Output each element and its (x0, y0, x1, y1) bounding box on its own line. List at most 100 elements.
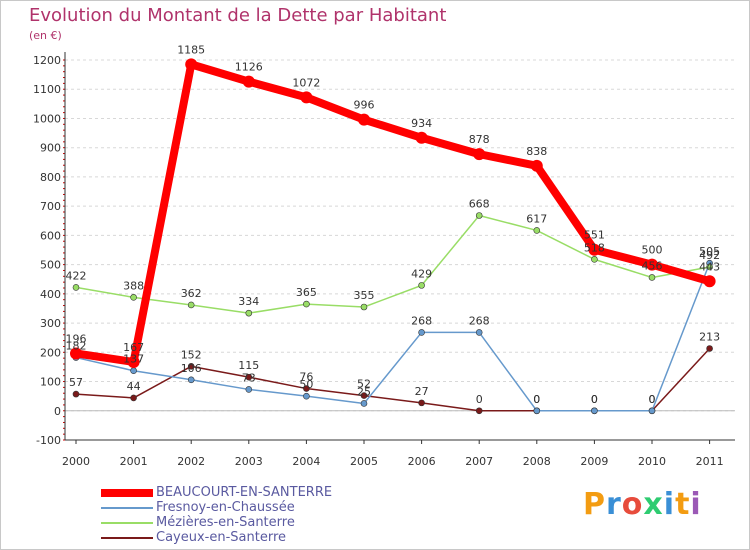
y-tick-label: 900 (40, 142, 61, 155)
y-tick-label: 100 (40, 376, 61, 389)
data-label-0: 878 (469, 133, 490, 146)
data-label-1: 137 (123, 353, 144, 366)
y-tick-label: 400 (40, 288, 61, 301)
data-label-2: 518 (584, 241, 605, 254)
series-point-0 (185, 58, 198, 71)
series-point-3 (130, 394, 137, 402)
legend-label: Cayeux-en-Santerre (156, 530, 287, 545)
data-label-1: 505 (699, 245, 720, 258)
data-label-2: 429 (411, 267, 432, 280)
series-point-0 (588, 243, 601, 256)
series-point-2 (533, 227, 541, 234)
data-label-3: 27 (415, 385, 429, 398)
data-label-1: 268 (469, 314, 490, 327)
series-point-0 (703, 275, 716, 288)
data-label-3: 57 (69, 376, 83, 389)
data-label-0: 934 (411, 117, 432, 130)
data-label-0: 1072 (292, 76, 320, 89)
data-label-3: 213 (699, 331, 720, 344)
legend-item: Cayeux-en-Santerre (101, 530, 421, 545)
data-label-0: 167 (123, 341, 144, 354)
unit-label: (en €) (29, 29, 62, 42)
series-point-0 (127, 355, 140, 368)
data-label-2: 668 (469, 198, 490, 211)
legend-swatch (101, 536, 153, 539)
chart-title: Evolution du Montant de la Dette par Hab… (29, 5, 447, 26)
series-point-0 (242, 75, 255, 88)
data-label-2: 362 (181, 287, 202, 300)
data-label-1: 106 (181, 362, 202, 375)
data-label-0: 838 (526, 145, 547, 158)
series-point-0 (358, 113, 370, 126)
data-label-2: 334 (238, 295, 259, 308)
series-line-0 (72, 60, 714, 366)
series-point-1 (475, 329, 483, 336)
logo-letter: o (621, 487, 644, 522)
y-tick-label: 700 (40, 200, 61, 213)
data-label-1: 0 (533, 393, 540, 406)
data-label-2: 492 (699, 249, 720, 262)
y-tick-label: -100 (36, 434, 61, 447)
data-label-3: 76 (299, 371, 313, 384)
series-point-2 (360, 303, 368, 311)
data-label-1: 268 (411, 314, 432, 327)
x-tick-label: 2010 (638, 455, 666, 468)
x-tick-label: 2011 (696, 455, 724, 468)
series-point-3 (72, 390, 80, 398)
series-point-1 (418, 329, 425, 336)
data-label-0: 551 (584, 229, 605, 242)
data-label-3: 0 (476, 393, 483, 406)
series-point-1 (648, 407, 656, 415)
series-point-3 (187, 363, 195, 370)
y-tick-label: 600 (40, 229, 61, 242)
data-label-0: 1185 (177, 43, 205, 56)
series-point-2 (706, 263, 713, 271)
x-tick-label: 2002 (177, 455, 205, 468)
data-label-0: 500 (642, 244, 663, 257)
y-tick-label: 300 (40, 317, 61, 330)
data-label-2: 617 (526, 212, 547, 225)
y-tick-label: 500 (40, 259, 61, 272)
data-label-2: 355 (354, 289, 375, 302)
series-point-0 (646, 258, 658, 271)
y-tick-label: 1100 (33, 83, 61, 96)
x-tick-label: 2003 (235, 455, 263, 468)
x-tick-label: 2006 (408, 455, 436, 468)
series-point-0 (530, 159, 543, 172)
plot-area (65, 52, 735, 440)
data-label-2: 422 (66, 269, 87, 282)
logo-letter: i (663, 487, 676, 522)
data-label-2: 388 (123, 279, 144, 292)
data-label-1: 182 (66, 340, 87, 353)
y-tick-label: 800 (40, 171, 61, 184)
y-tick-label: 1000 (33, 112, 61, 125)
series-point-3 (360, 392, 368, 399)
legend: BEAUCOURT-EN-SANTERRE Fresnoy-en-Chaussée… (101, 485, 421, 545)
x-tick-label: 2004 (292, 455, 320, 468)
logo-letter: i (690, 487, 702, 522)
series-point-3 (475, 407, 483, 415)
data-label-1: 50 (299, 378, 313, 391)
logo-letter: x (643, 487, 664, 522)
series-line-1 (75, 262, 711, 412)
series-point-0 (415, 131, 428, 144)
legend-item: BEAUCOURT-EN-SANTERRE (101, 485, 421, 500)
legend-swatch (101, 488, 153, 497)
x-tick-label: 2001 (120, 455, 148, 468)
y-tick-label: 0 (54, 405, 61, 418)
logo-letter: P (583, 487, 606, 522)
series-point-3 (706, 345, 713, 352)
y-tick-label: 200 (40, 346, 61, 359)
x-tick-label: 2008 (523, 455, 551, 468)
proxiti-logo: Proxiti (583, 487, 702, 522)
series-point-0 (70, 347, 82, 360)
y-tick-label: 1200 (33, 54, 61, 67)
data-label-2: 365 (296, 286, 317, 299)
series-point-3 (245, 373, 253, 381)
series-point-2 (475, 212, 483, 219)
series-point-2 (591, 256, 598, 263)
data-label-3: 44 (127, 380, 141, 393)
series-point-0 (300, 91, 313, 104)
